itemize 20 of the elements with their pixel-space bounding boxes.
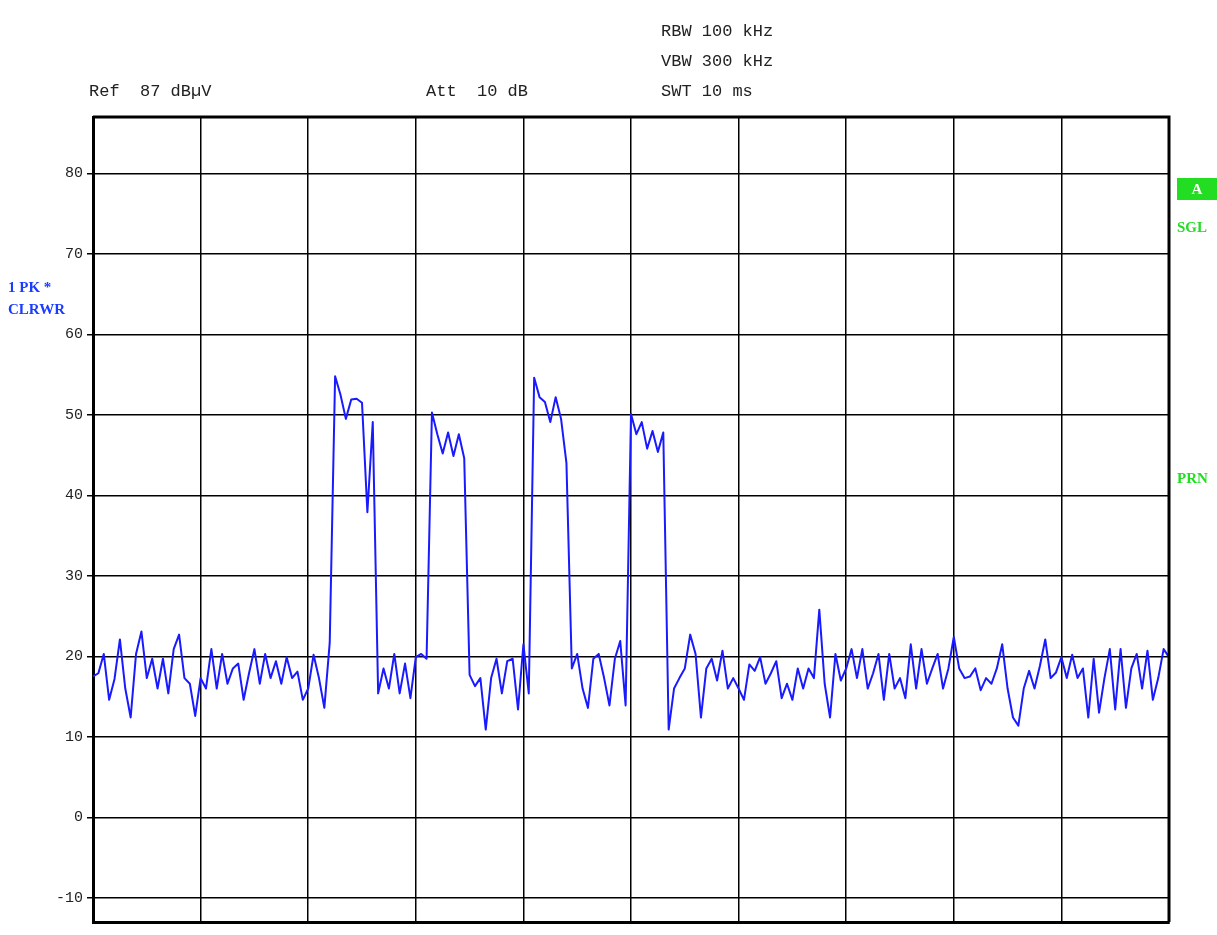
text: RBW 100 kHz [661,22,774,42]
text: 1 PK * [8,278,52,297]
y-tick-label: 10 [64,728,83,746]
y-tick-label: 60 [64,326,83,344]
y-tick-label: 80 [64,165,83,183]
text: SWT 10 ms [661,82,753,102]
y-tick-label: 0 [73,809,83,827]
y-tick-label: 70 [64,245,83,263]
y-tick-label: -10 [55,889,83,907]
text: Ref 87 dBµV [89,82,212,102]
text: CLRWR [8,300,65,319]
y-tick-label: 40 [64,487,83,505]
text: PRN [1177,469,1208,488]
text: VBW 300 kHz [661,52,774,72]
y-tick-label: 20 [64,648,83,666]
text: Att 10 dB [426,82,529,102]
text: SGL [1177,218,1208,237]
text: A [1177,178,1217,200]
y-tick-label: 50 [64,406,83,424]
y-tick-label: 30 [64,567,83,585]
